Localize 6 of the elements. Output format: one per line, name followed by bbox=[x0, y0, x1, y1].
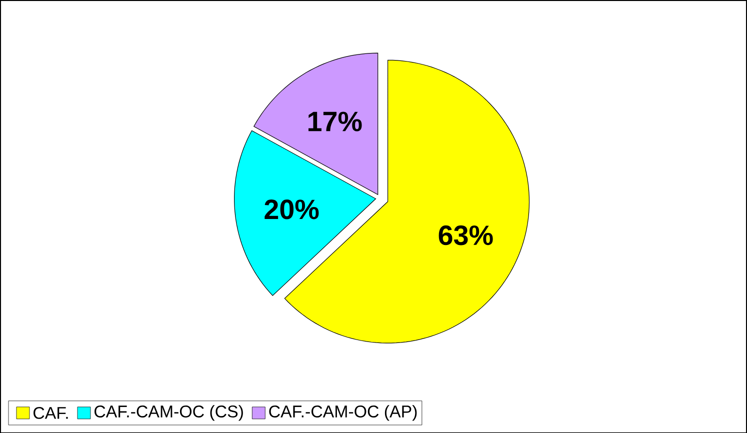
legend-label: CAF.-CAM-OC (AP) bbox=[269, 404, 417, 421]
legend-label: CAF. bbox=[34, 406, 68, 419]
legend-label: CAF.-CAM-OC (CS) bbox=[94, 404, 243, 421]
data-label: 20% bbox=[264, 199, 319, 220]
data-label: 63% bbox=[438, 225, 493, 245]
data-label: 17% bbox=[308, 112, 362, 132]
